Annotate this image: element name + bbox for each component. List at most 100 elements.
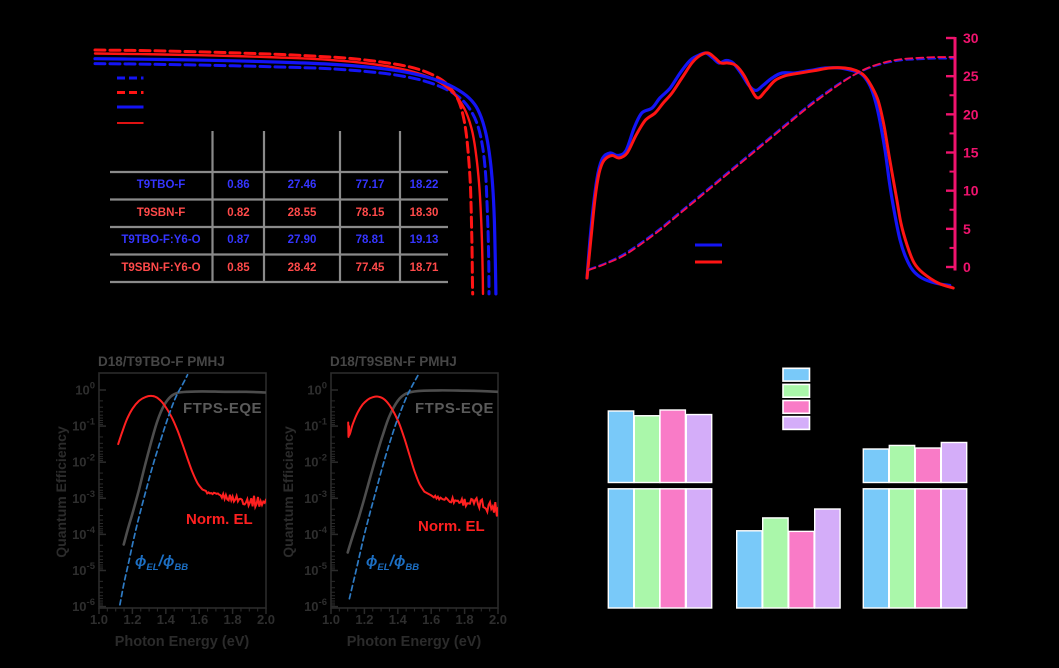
jv-table-row-label: T9SBN-F:Y6-O: [121, 261, 201, 274]
eqe-right-axis-tick-label: 30: [963, 30, 979, 46]
jv-plot: [93, 48, 498, 296]
bar-top-segment-series-blue: [862, 448, 890, 484]
phi-sub-bb: BB: [405, 562, 420, 573]
jv-table-cell: 18.30: [409, 206, 439, 219]
phi-sub-bb: BB: [174, 562, 189, 573]
jv-table-cell: 78.15: [355, 206, 385, 219]
jv-table-row-label: T9TBO-F:Y6-O: [121, 234, 201, 246]
bar-bottom-segment-series-purple: [685, 488, 713, 609]
eqe-right-axis-tick-label: 15: [963, 145, 979, 161]
ftps-curve-phi-el-over-phi-bb: [348, 374, 419, 600]
ftps-x-tick-label: 1.8: [456, 612, 474, 627]
eqe-right-axis-tick-label: 25: [963, 68, 979, 84]
bar-legend-swatch-series-blue: [782, 367, 811, 382]
ftps-a-annotation-ftps-eqe: FTPS-EQE: [183, 400, 263, 417]
eqe-curve-integrated-jsc-red: [587, 56, 956, 271]
ftps-y-tick-label: 10-1: [72, 417, 96, 434]
ftps-y-tick-label: 10-2: [72, 453, 95, 470]
phi-symbol: ϕ: [366, 553, 378, 570]
ftps-ticks: [330, 389, 499, 614]
eqe-right-axis-tick-label: 20: [963, 106, 979, 122]
jv-table-cell: 18.71: [409, 261, 439, 274]
phi-symbol: ϕ: [162, 553, 175, 570]
jv-table-cell: 77.17: [355, 179, 385, 191]
bar-series-purple: [814, 508, 841, 609]
phi-sub-el: EL: [377, 562, 390, 573]
eqe-right-axis-tick-label: 10: [963, 183, 979, 199]
ftps-x-tick-label: 1.2: [123, 612, 141, 627]
eqe-right-axis-tick-label: 0: [963, 259, 971, 275]
bar-top-segment-series-blue: [607, 410, 635, 484]
bar-top-segment-series-pink: [659, 409, 687, 484]
bar-bottom-segment-series-green: [633, 488, 661, 609]
bar-bottom-segment-series-pink: [659, 488, 687, 609]
eqe-right-axis-tick-label: 5: [963, 221, 971, 237]
jv-table-cell: 0.85: [227, 261, 250, 274]
jv-table-cell: 78.81: [355, 234, 385, 246]
jv-table-cell: 27.90: [287, 234, 317, 246]
bar-top-segment-series-green: [888, 444, 916, 484]
ftps-y-tick-label: 10-3: [72, 489, 95, 506]
bar-chart: [607, 367, 968, 609]
ftps-b-x-axis-label: Photon Energy (eV): [346, 634, 482, 650]
ftps-curve-ftps-eqe: [346, 389, 498, 554]
eqe-right-axis: 0 5 10 15 20 25 30: [946, 30, 979, 275]
ftps-x-tick-label: 1.4: [157, 612, 176, 627]
bar-bottom-segment-series-blue: [607, 488, 635, 609]
jv-table-cell: 0.87: [227, 234, 250, 246]
bar-top-segment-series-purple: [685, 413, 713, 484]
ftps-a-annotation-norm-el: Norm. EL: [186, 511, 253, 528]
ftps-x-tick-label: 1.6: [422, 612, 440, 627]
bar-series-green: [762, 517, 789, 609]
ftps-curve-norm-el: [117, 394, 266, 511]
phi-symbol: ϕ: [135, 553, 147, 570]
ftps-a-annotation-phi-ratio: ϕEL/ϕBB: [135, 553, 188, 573]
bar-series-blue: [736, 530, 763, 609]
jv-table-grid: [110, 131, 448, 284]
ftps-x-tick-label: 1.8: [224, 612, 242, 627]
jv-table-cell: 18.22: [409, 179, 439, 191]
ftps-ticks: [98, 389, 267, 614]
ftps-x-tick-label: 1.0: [90, 612, 108, 627]
eqe-curve-integrated-jsc-blue: [587, 57, 956, 271]
bar-bottom-segment-series-green: [888, 488, 916, 609]
ftps-x-tick-label: 2.0: [257, 612, 275, 627]
ftps-y-tick-label: 10-1: [304, 417, 328, 434]
jv-table-row-label: T9TBO-F: [136, 179, 186, 191]
ftps-y-tick-label: 10-5: [72, 561, 96, 578]
ftps-y-tick-label: 100: [307, 381, 327, 398]
phi-slash: /: [389, 553, 394, 570]
phi-symbol: ϕ: [393, 553, 406, 570]
ftps-b-annotation-norm-el: Norm. EL: [418, 518, 485, 535]
ftps-b-annotation-phi-ratio: ϕEL/ϕBB: [366, 553, 419, 573]
ftps-y-tick-label: 10-5: [304, 561, 328, 578]
ftps-b-title: D18/T9SBN-F PMHJ: [330, 354, 457, 369]
jv-curve-T9TBO-F:Y6-O: [93, 57, 498, 296]
ftps-a-x-axis-label: Photon Energy (eV): [114, 634, 250, 650]
jv-table-row-label: T9SBN-F: [136, 206, 186, 219]
jv-curve-T9TBO-F: [93, 62, 491, 296]
ftps-curve-norm-el: [347, 395, 498, 517]
jv-table-cell: 0.86: [227, 179, 250, 191]
ftps-x-tick-label: 2.0: [489, 612, 507, 627]
phi-sub-el: EL: [146, 562, 159, 573]
bar-top-segment-series-green: [633, 415, 661, 484]
ftps-a-y-axis-label: Quantum Efficiency: [53, 426, 69, 558]
ftps-b-annotation-ftps-eqe: FTPS-EQE: [415, 400, 495, 417]
bar-top-segment-series-purple: [940, 441, 968, 484]
eqe-plot: 0 5 10 15 20 25 30: [585, 30, 979, 290]
bar-bottom-segment-series-purple: [940, 488, 968, 609]
jv-table-cell: 28.55: [287, 206, 317, 219]
bar-legend-swatch-series-purple: [782, 415, 811, 431]
ftps-a-title: D18/T9TBO-F PMHJ: [98, 354, 225, 369]
jv-curve-T9SBN-F: [93, 48, 475, 296]
ftps-y-tick-label: 10-3: [304, 489, 327, 506]
ftps-y-tick-label: 10-4: [72, 525, 96, 542]
eqe-curve-eqe-red: [585, 51, 955, 290]
ftps-y-tick-label: 10-2: [304, 453, 327, 470]
bar-series-pink: [788, 530, 815, 609]
